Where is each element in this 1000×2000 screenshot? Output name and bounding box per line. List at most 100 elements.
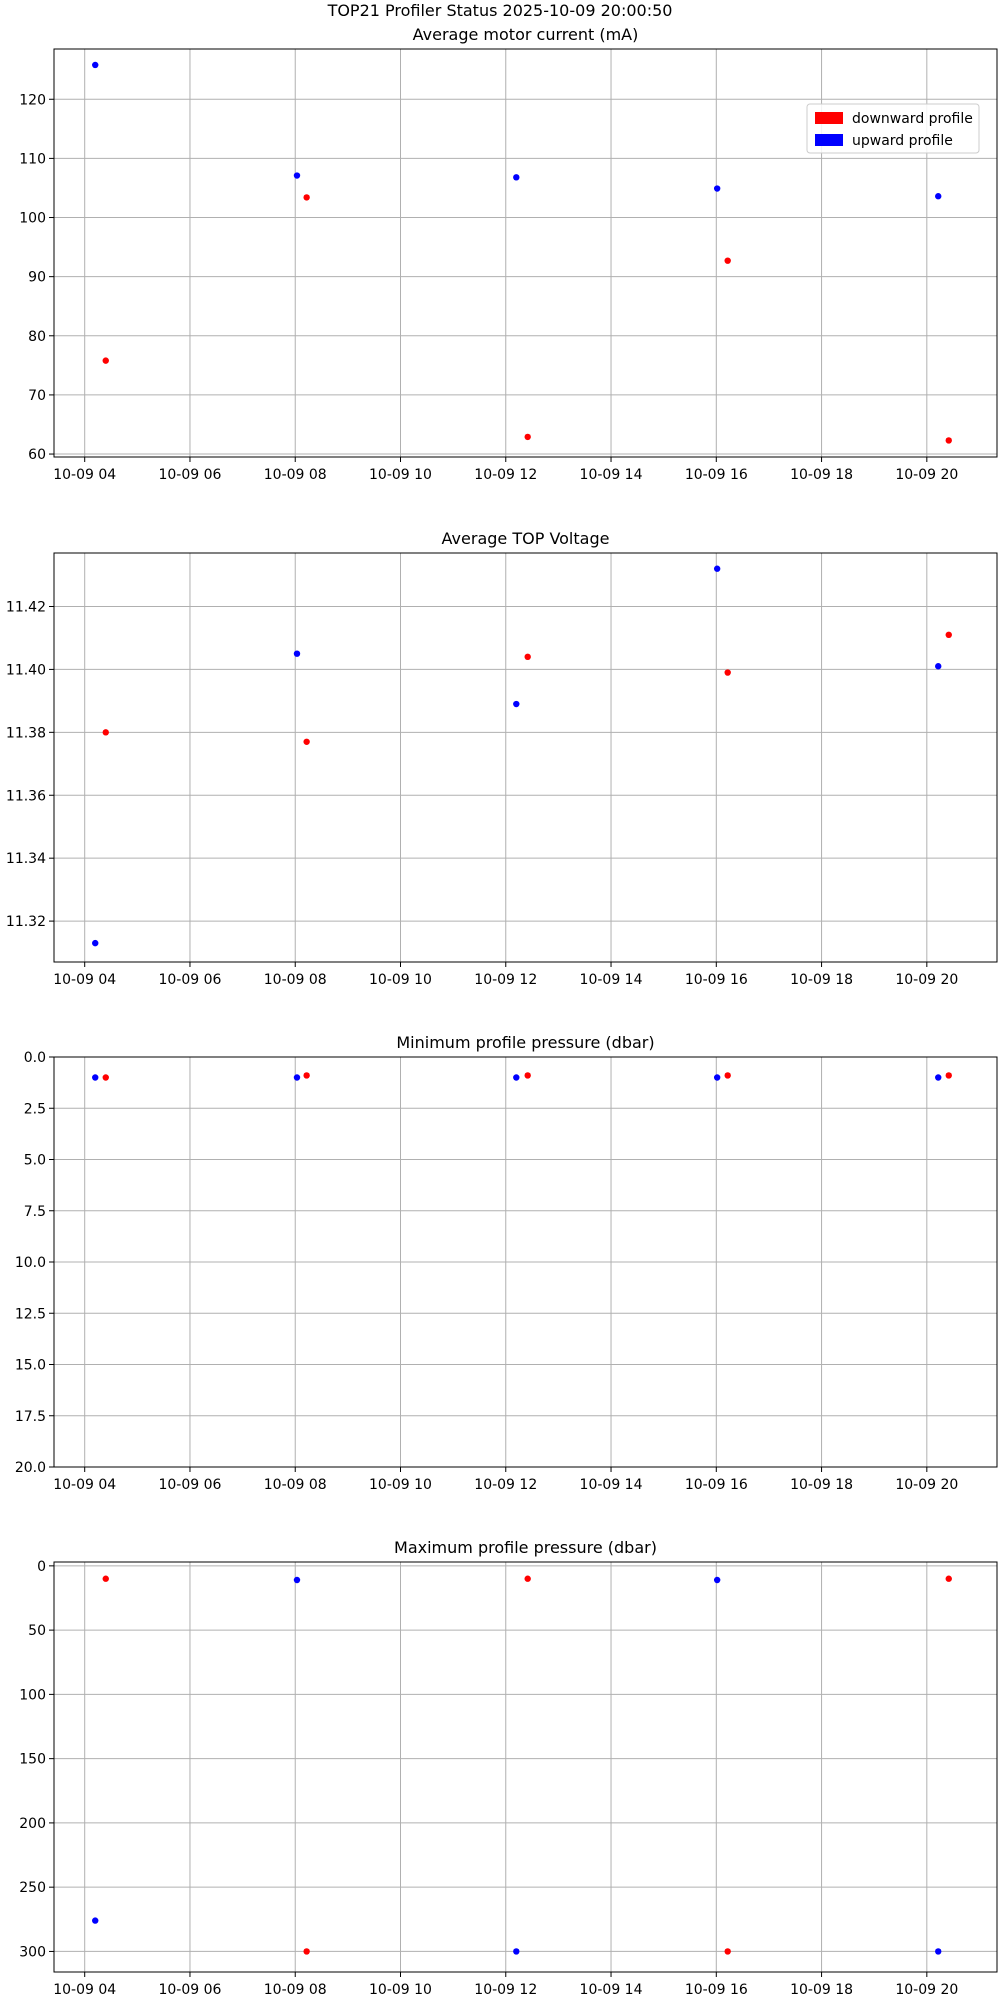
downward-profile-point bbox=[724, 669, 731, 676]
y-tick-label: 100 bbox=[19, 211, 46, 227]
legend-label: downward profile bbox=[852, 111, 973, 127]
y-tick-label: 2.5 bbox=[24, 1101, 46, 1117]
downward-profile-point bbox=[303, 1948, 310, 1955]
downward-profile-point bbox=[524, 1072, 531, 1079]
downward-profile-point bbox=[303, 194, 310, 201]
y-tick-label: 0.0 bbox=[24, 1050, 46, 1066]
downward-profile-point bbox=[303, 1072, 310, 1079]
x-tick-label: 10-09 06 bbox=[158, 1477, 221, 1493]
upward-profile-point bbox=[713, 565, 721, 572]
upward-profile-point bbox=[513, 700, 520, 708]
upward-profile-point bbox=[92, 1074, 99, 1081]
x-tick-label: 10-09 08 bbox=[264, 972, 327, 988]
x-tick-label: 10-09 12 bbox=[474, 1477, 537, 1493]
chart-title: Average motor current (mA) bbox=[413, 25, 639, 44]
x-tick-label: 10-09 10 bbox=[369, 972, 432, 988]
x-tick-label: 10-09 12 bbox=[474, 467, 537, 483]
upward-profile-point bbox=[935, 1948, 942, 1955]
upward-profile-point bbox=[935, 663, 942, 670]
x-tick-label: 10-09 20 bbox=[895, 972, 958, 988]
chart-panel-3: Minimum profile pressure (dbar) 10-09 04 1… bbox=[15, 1033, 998, 1493]
upward-profile-point bbox=[293, 1074, 301, 1081]
downward-profile-point bbox=[102, 357, 109, 364]
upward-profile-point bbox=[92, 61, 99, 69]
downward-profile-point bbox=[524, 433, 531, 441]
y-tick-label: 60 bbox=[28, 447, 46, 463]
downward-profile-point bbox=[945, 631, 952, 638]
x-tick-label: 10-09 06 bbox=[158, 972, 221, 988]
x-tick-label: 10-09 06 bbox=[158, 467, 221, 483]
y-tick-label: 11.40 bbox=[6, 662, 46, 678]
y-tick-label: 90 bbox=[28, 270, 46, 286]
x-tick-label: 10-09 14 bbox=[580, 1477, 643, 1493]
x-tick-label: 10-09 12 bbox=[474, 1982, 537, 1998]
y-tick-label: 120 bbox=[19, 92, 46, 108]
chart-title: Maximum profile pressure (dbar) bbox=[394, 1538, 657, 1557]
y-tick-label: 10.0 bbox=[15, 1255, 46, 1271]
y-tick-label: 11.32 bbox=[6, 914, 46, 930]
y-tick-label: 11.36 bbox=[6, 788, 46, 804]
x-tick-label: 10-09 16 bbox=[685, 972, 748, 988]
upward-profile-point bbox=[713, 1074, 721, 1081]
chart-panel-4: Maximum profile pressure (dbar) 10-09 04 1… bbox=[19, 1538, 998, 1998]
legend-swatch bbox=[815, 134, 843, 146]
upward-profile-point bbox=[513, 174, 520, 181]
y-tick-label: 17.5 bbox=[15, 1409, 46, 1425]
y-tick-label: 150 bbox=[19, 1752, 46, 1768]
plot-frame bbox=[53, 48, 998, 458]
x-tick-label: 10-09 10 bbox=[369, 467, 432, 483]
x-tick-label: 10-09 08 bbox=[264, 467, 327, 483]
x-tick-label: 10-09 18 bbox=[790, 467, 853, 483]
upward-profile-point bbox=[92, 1917, 99, 1924]
plot-frame bbox=[53, 552, 998, 963]
upward-profile-point bbox=[92, 939, 99, 947]
y-tick-label: 0 bbox=[37, 1559, 46, 1575]
x-tick-label: 10-09 04 bbox=[53, 972, 116, 988]
y-tick-label: 100 bbox=[19, 1687, 46, 1703]
upward-profile-point bbox=[713, 185, 721, 192]
downward-profile-point bbox=[303, 738, 310, 745]
upward-profile-point bbox=[513, 1948, 520, 1955]
x-tick-label: 10-09 14 bbox=[580, 972, 643, 988]
y-tick-label: 7.5 bbox=[24, 1204, 46, 1220]
x-tick-label: 10-09 14 bbox=[580, 467, 643, 483]
figure-title: TOP21 Profiler Status 2025-10-09 20:00:5… bbox=[327, 1, 673, 20]
x-tick-label: 10-09 12 bbox=[474, 972, 537, 988]
y-tick-label: 200 bbox=[19, 1816, 46, 1832]
x-tick-label: 10-09 10 bbox=[369, 1477, 432, 1493]
downward-profile-point bbox=[945, 1072, 952, 1079]
y-tick-label: 15.0 bbox=[15, 1358, 46, 1374]
downward-profile-point bbox=[945, 1575, 952, 1582]
legend: downward profile upward profile bbox=[806, 103, 980, 154]
y-tick-label: 11.42 bbox=[6, 599, 46, 615]
x-tick-label: 10-09 04 bbox=[53, 1982, 116, 1998]
chart-panel-1: Average motor current (mA) 10-09 04 10-09 … bbox=[19, 25, 998, 483]
y-tick-label: 70 bbox=[28, 388, 46, 404]
plot-frame bbox=[53, 1561, 998, 1973]
x-tick-label: 10-09 04 bbox=[53, 467, 116, 483]
x-tick-label: 10-09 08 bbox=[264, 1477, 327, 1493]
downward-profile-point bbox=[945, 437, 952, 444]
legend-swatch bbox=[815, 112, 843, 124]
y-tick-label: 11.38 bbox=[6, 725, 46, 741]
y-tick-label: 20.0 bbox=[15, 1460, 46, 1476]
x-tick-label: 10-09 18 bbox=[790, 972, 853, 988]
y-tick-label: 12.5 bbox=[15, 1306, 46, 1322]
x-tick-label: 10-09 04 bbox=[53, 1477, 116, 1493]
x-tick-label: 10-09 16 bbox=[685, 467, 748, 483]
y-tick-label: 50 bbox=[28, 1623, 46, 1639]
downward-profile-point bbox=[524, 1575, 531, 1582]
upward-profile-point bbox=[713, 1576, 721, 1584]
downward-profile-point bbox=[102, 1074, 109, 1081]
upward-profile-point bbox=[935, 1074, 942, 1081]
legend-label: upward profile bbox=[852, 133, 953, 149]
downward-profile-point bbox=[724, 1072, 731, 1079]
y-tick-label: 110 bbox=[19, 151, 46, 167]
downward-profile-point bbox=[724, 257, 731, 264]
chart-title: Average TOP Voltage bbox=[442, 529, 610, 548]
downward-profile-point bbox=[102, 1575, 109, 1582]
x-tick-label: 10-09 16 bbox=[685, 1982, 748, 1998]
x-tick-label: 10-09 20 bbox=[895, 467, 958, 483]
upward-profile-point bbox=[293, 650, 301, 657]
